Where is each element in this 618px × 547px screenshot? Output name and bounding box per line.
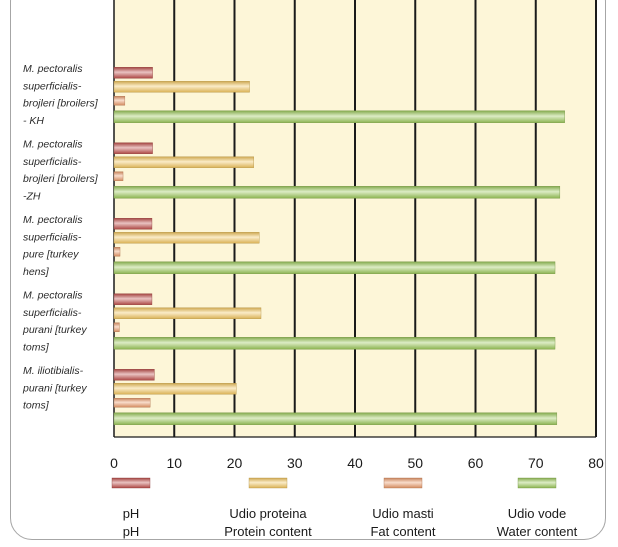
x-tick-label: 10 (166, 455, 182, 471)
bar (113, 247, 121, 257)
category-label: M. pectoralis superficialis-brojleri [bro… (23, 63, 99, 127)
legend-swatch (517, 477, 557, 489)
legend-label: pH (123, 524, 140, 539)
bar (113, 307, 262, 319)
bar (113, 293, 153, 305)
category-label: M. pectoralis superficialis-pure [turkey h… (22, 214, 83, 278)
x-tick-label: 50 (407, 455, 423, 471)
x-tick-label: 40 (347, 455, 363, 471)
legend-label: Water content (497, 524, 578, 539)
category-label: M. pectoralis superficialis-purani [turke… (22, 290, 87, 354)
bar (113, 218, 153, 230)
x-tick-label: 60 (468, 455, 484, 471)
bar (113, 110, 565, 123)
bar (113, 156, 254, 168)
bar (113, 369, 155, 381)
bar (113, 171, 124, 181)
legend-label: Udio masti (372, 506, 434, 521)
x-tick-label: 20 (227, 455, 243, 471)
legend-label: Fat content (370, 524, 435, 539)
x-tick-label: 0 (110, 455, 118, 471)
legend-label: Udio proteina (229, 506, 307, 521)
legend-label: Protein content (224, 524, 312, 539)
legend-label: pH (123, 506, 140, 521)
bar (113, 81, 250, 93)
bar (113, 322, 120, 332)
legend-swatch (111, 477, 151, 489)
bar (113, 261, 556, 274)
x-tick-label: 80 (588, 455, 604, 471)
bar (113, 142, 153, 154)
legend-swatch (248, 477, 288, 489)
bar (113, 232, 260, 244)
bar (113, 412, 558, 425)
x-tick-label: 70 (528, 455, 544, 471)
bar (113, 383, 237, 395)
bar (113, 96, 126, 106)
bar (113, 398, 151, 408)
legend-swatch (383, 477, 423, 489)
legend-label: Udio vode (508, 506, 567, 521)
x-tick-label: 30 (287, 455, 303, 471)
category-label: M. pectoralis superficialis-brojleri [bro… (23, 139, 99, 203)
bar (113, 186, 561, 199)
bar (113, 67, 153, 79)
category-label: M. iliotibialis-purani [turkey toms] (22, 365, 87, 412)
bar (113, 337, 556, 350)
chart-frame (10, 0, 606, 540)
